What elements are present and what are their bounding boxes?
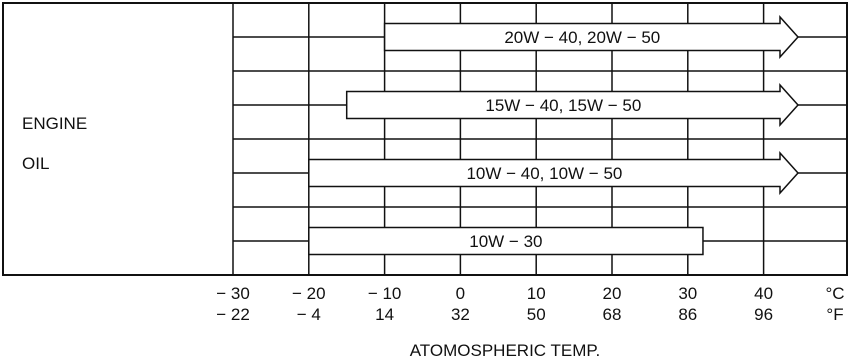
viscosity-band-label-1: 15W − 40, 15W − 50 <box>485 96 641 115</box>
fahrenheit-tick: 86 <box>678 305 697 324</box>
viscosity-band-label-3: 10W − 30 <box>469 232 542 251</box>
fahrenheit-tick: 32 <box>451 305 470 324</box>
celsius-tick: 20 <box>603 284 622 303</box>
fahrenheit-tick: − 22 <box>216 305 250 324</box>
fahrenheit-tick: 68 <box>603 305 622 324</box>
fahrenheit-unit: °F <box>826 305 843 324</box>
viscosity-band-3 <box>308 226 704 256</box>
viscosity-band-0 <box>383 15 800 59</box>
celsius-tick: 30 <box>678 284 697 303</box>
axis-ticks: − 30 − 20 − 10 0 10 20 30 40 − 22 − 4 14 32 50 68 86 96 <box>216 284 773 324</box>
viscosity-band-1 <box>345 83 800 127</box>
fahrenheit-tick: 14 <box>375 305 394 324</box>
celsius-tick: − 20 <box>292 284 326 303</box>
engine-label-line2: OIL <box>22 154 49 173</box>
viscosity-band-label-0: 20W − 40, 20W − 50 <box>504 28 660 47</box>
viscosity-band-label-2: 10W − 40, 10W − 50 <box>466 164 622 183</box>
fahrenheit-tick: − 4 <box>297 305 321 324</box>
celsius-tick: − 10 <box>368 284 402 303</box>
fahrenheit-tick: 96 <box>754 305 773 324</box>
celsius-unit: °C <box>825 284 844 303</box>
celsius-tick: − 30 <box>216 284 250 303</box>
fahrenheit-tick: 50 <box>527 305 546 324</box>
viscosity-band-2 <box>308 151 800 195</box>
celsius-tick: 10 <box>527 284 546 303</box>
x-axis-label: ATOMOSPHERIC TEMP. <box>410 341 601 360</box>
engine-label-line1: ENGINE <box>22 114 87 133</box>
viscosity-bands: 20W − 40, 20W − 50 15W − 40, 15W − 50 10W … <box>308 15 800 256</box>
celsius-tick: 0 <box>456 284 465 303</box>
celsius-tick: 40 <box>754 284 773 303</box>
